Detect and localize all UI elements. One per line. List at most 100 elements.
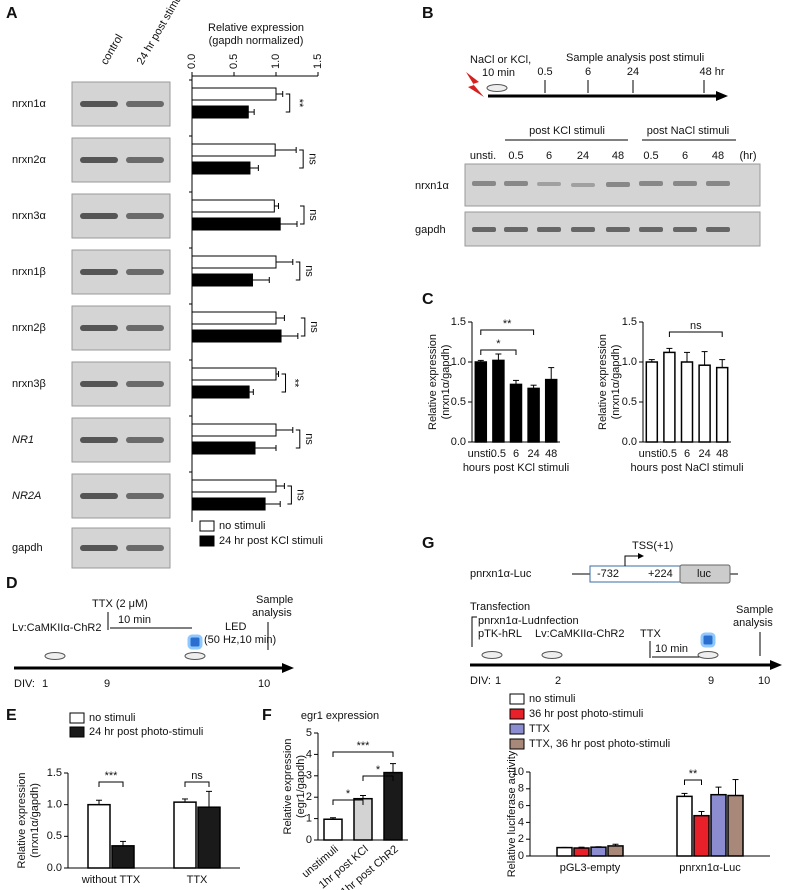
- lane-label: 24: [577, 150, 589, 162]
- time-point: 6: [585, 66, 591, 78]
- gel-band: [80, 437, 118, 443]
- significance-label: *: [346, 788, 351, 800]
- y-tick-label: 1.0: [47, 799, 62, 811]
- y-axis-title: (nrxn1α/gapdh): [610, 345, 622, 420]
- y-tick-label: 1.5: [451, 316, 466, 328]
- gel-group: post KCl stimuli: [529, 125, 605, 137]
- step-label: analysis: [252, 607, 292, 619]
- construct-start: -732: [597, 568, 619, 580]
- y-tick-label: 1.0: [451, 356, 466, 368]
- panel-letter: C: [422, 291, 434, 308]
- gel-band: [80, 493, 118, 499]
- bar: [111, 845, 135, 869]
- legend-label: no stimuli: [89, 712, 135, 724]
- step-label: pnrxn1α-Luc: [478, 615, 540, 627]
- significance-bracket: [184, 781, 210, 787]
- bar: [191, 199, 275, 213]
- bar: [590, 846, 607, 857]
- gel-row-label: gapdh: [415, 224, 446, 236]
- significance-bracket: [300, 205, 305, 225]
- legend-swatch: [509, 693, 525, 705]
- significance-bracket: [362, 775, 394, 781]
- x-tick-label: 24: [698, 448, 710, 460]
- step-label: Lv:CaMKIIα-ChR2: [12, 622, 102, 634]
- bar: [383, 771, 403, 841]
- bar: [607, 845, 624, 857]
- y-axis-title: Relative expression: [427, 334, 439, 430]
- x-tick-label: 0.5: [228, 54, 240, 69]
- dish-icon: [44, 652, 66, 660]
- significance-label: *: [496, 338, 501, 350]
- significance-bracket: [332, 751, 394, 757]
- x-tick-label: 24: [527, 448, 539, 460]
- legend-label: 24 hr post photo-stimuli: [89, 726, 203, 738]
- gel-band: [126, 437, 164, 443]
- y-axis-title: (nrxn1α/gapdh): [440, 345, 452, 420]
- tss-arrow: [624, 555, 640, 566]
- bar: [191, 161, 251, 175]
- step-label: TTX: [640, 628, 661, 640]
- significance-bracket: [480, 349, 517, 355]
- stimulus-label: 10 min: [482, 67, 515, 79]
- day-label: 10: [258, 678, 270, 690]
- chart-title: egr1 expression: [301, 710, 379, 722]
- led-icon: [187, 634, 203, 650]
- bar: [191, 497, 266, 511]
- bar: [676, 795, 693, 857]
- y-tick-label: 0.0: [47, 862, 62, 874]
- step-label: analysis: [733, 617, 773, 629]
- div-label: DIV:: [14, 678, 35, 690]
- significance-label: ns: [191, 770, 203, 782]
- gel-band: [126, 213, 164, 219]
- step-label: Lv:CaMKIIα-ChR2: [535, 628, 625, 640]
- x-tick-label: 0.5: [491, 448, 506, 460]
- x-axis-title: Relative expression: [208, 22, 304, 34]
- x-tick-label: pnrxn1α-Luc: [679, 862, 741, 874]
- time-point: 0.5: [537, 66, 552, 78]
- time-arrows: [544, 80, 705, 93]
- panel-letter: G: [422, 535, 434, 552]
- bar: [191, 479, 277, 493]
- arrow-head: [282, 663, 294, 673]
- bar: [191, 273, 253, 287]
- gel-band: [80, 545, 118, 551]
- stimulus-label: NaCl or KCl,: [470, 54, 531, 66]
- panel-letter: E: [6, 707, 17, 724]
- y-tick-label: 1: [306, 813, 312, 825]
- y-tick-label: 1.5: [47, 767, 62, 779]
- bar: [710, 793, 727, 857]
- lane-label: 6: [546, 150, 552, 162]
- bar: [645, 361, 659, 443]
- gel-band: [80, 325, 118, 331]
- y-tick-label: 2: [306, 791, 312, 803]
- significance-label: ***: [357, 740, 371, 752]
- arrow-head: [770, 660, 782, 670]
- significance-bracket: [295, 429, 301, 449]
- y-axis-title: (egr1/gapdh): [295, 755, 307, 818]
- legend-label: 24 hr post KCl stimuli: [219, 535, 323, 547]
- bar: [509, 383, 523, 443]
- significance-bracket: [480, 329, 535, 335]
- y-tick-label: 8: [518, 783, 524, 795]
- dish-icon: [541, 651, 563, 659]
- x-tick-label: 1.0: [270, 54, 282, 69]
- gel-row-label: nrxn3β: [12, 378, 46, 390]
- y-tick-label: 0.5: [47, 830, 62, 842]
- y-tick-label: 1.0: [622, 356, 637, 368]
- y-tick-label: 4: [306, 748, 312, 760]
- day-label: 9: [104, 678, 110, 690]
- bar: [173, 801, 197, 869]
- x-tick-label: TTX: [187, 874, 208, 886]
- panel-letter: B: [422, 5, 434, 22]
- step-label: Infection: [537, 615, 579, 627]
- bar: [191, 385, 250, 399]
- significance-label: ns: [307, 209, 319, 221]
- bar: [191, 87, 277, 101]
- significance-label: **: [289, 379, 301, 388]
- y-tick-label: 1.5: [622, 316, 637, 328]
- bar: [191, 311, 277, 325]
- lane-label: 0.5: [508, 150, 523, 162]
- gel-row-label: nrxn2β: [12, 322, 46, 334]
- panel-letter: D: [6, 575, 18, 592]
- gel-band: [80, 213, 118, 219]
